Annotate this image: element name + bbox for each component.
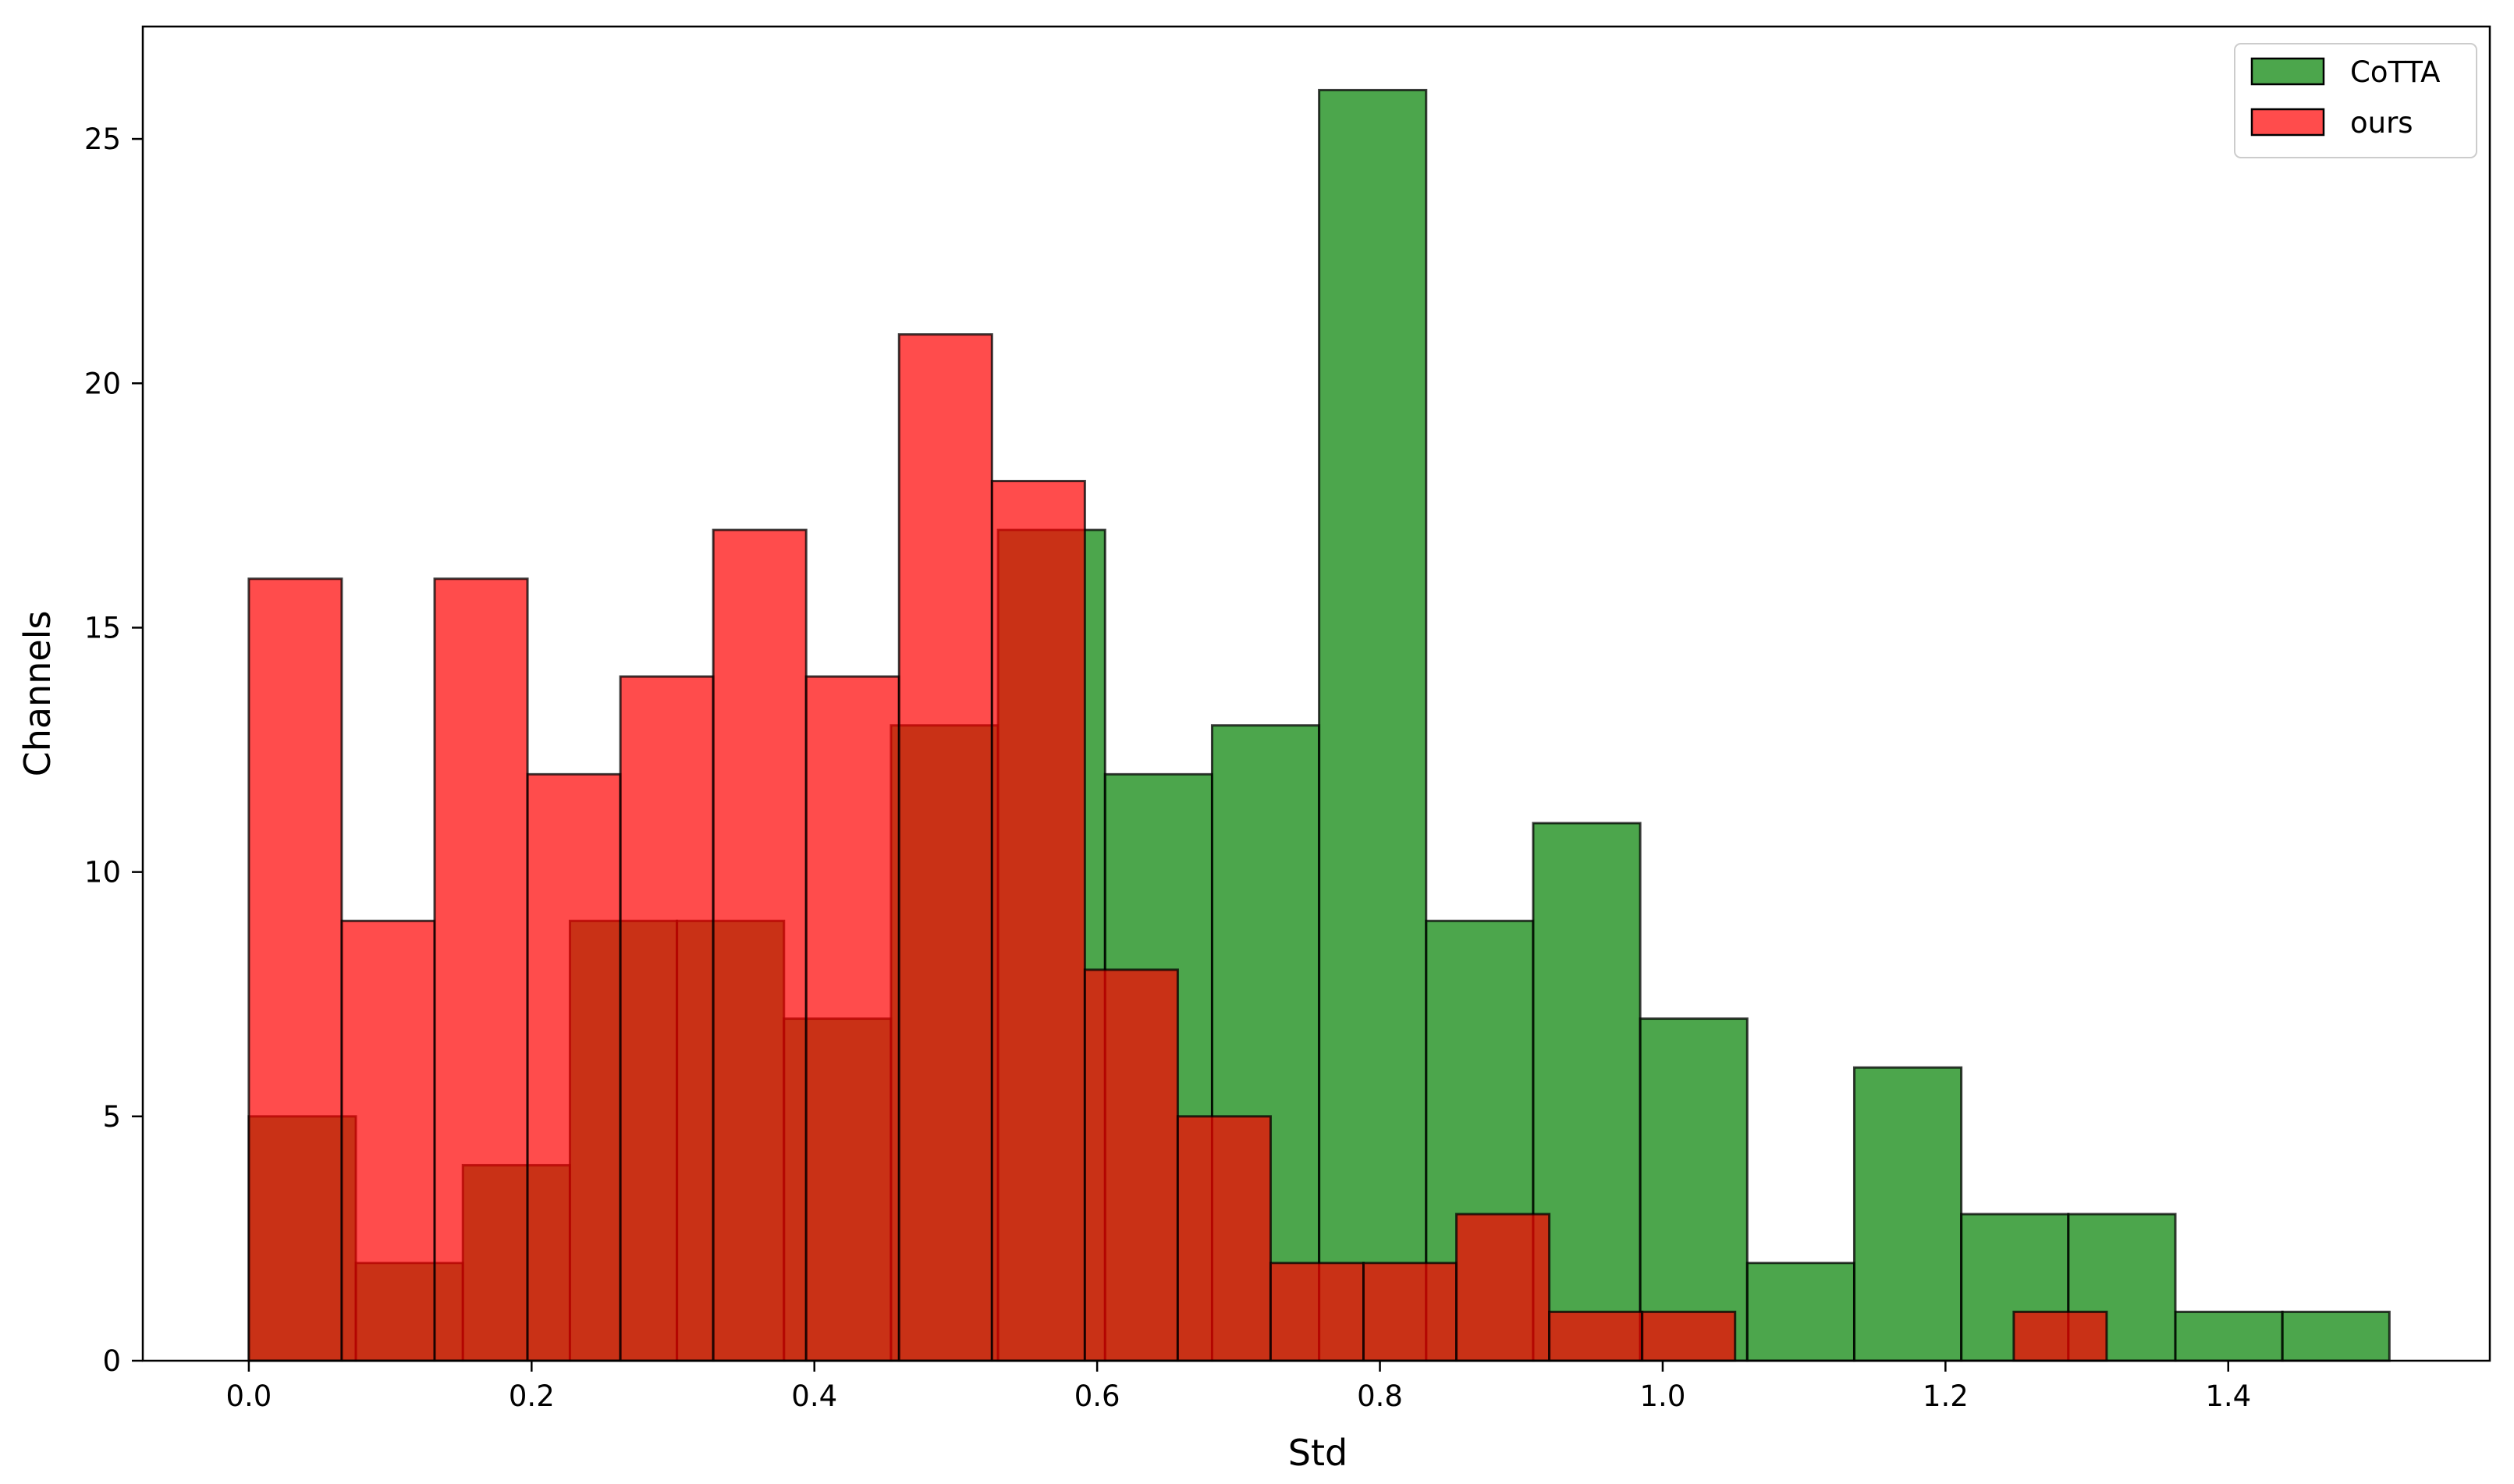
y-axis: 0 5 10 15 20 25 [84, 122, 143, 1378]
bar [804, 675, 900, 1362]
y-tick-label: 0 [102, 1344, 121, 1378]
bar [2012, 1310, 2108, 1362]
bar [2174, 1310, 2284, 1362]
bar [619, 675, 715, 1362]
x-tick-label: 1.4 [2205, 1379, 2251, 1413]
bar [990, 480, 1086, 1362]
bar [1532, 822, 1642, 1362]
x-tick-label: 0.2 [509, 1379, 555, 1413]
y-tick-label: 10 [84, 856, 121, 889]
y-tick-label: 5 [102, 1100, 121, 1134]
bar [1455, 1212, 1551, 1362]
legend-label-ours: ours [2350, 106, 2413, 140]
bar [526, 772, 622, 1362]
bar [1176, 1115, 1272, 1362]
legend: CoTTA ours [2234, 43, 2477, 158]
x-tick-label: 0.8 [1357, 1379, 1403, 1413]
bar [433, 577, 529, 1362]
plot-frame [141, 25, 2491, 1362]
y-tick-label: 25 [84, 122, 121, 156]
bar [1269, 1262, 1365, 1362]
bar [1852, 1066, 1963, 1362]
x-tick-label: 1.2 [1923, 1379, 1969, 1413]
bar [897, 333, 993, 1362]
legend-swatch-cotta [2250, 57, 2325, 86]
legend-swatch-ours [2250, 108, 2325, 137]
y-tick-label: 20 [84, 367, 121, 400]
bar [1745, 1262, 1855, 1362]
bar [1083, 968, 1179, 1362]
y-axis-label: Channels [16, 611, 59, 777]
bars-layer [247, 88, 2391, 1362]
bar [1639, 1017, 1749, 1362]
y-tick-label: 15 [84, 611, 121, 644]
bar [1362, 1262, 1458, 1362]
x-tick-label: 1.0 [1640, 1379, 1686, 1413]
bar [1318, 88, 1428, 1362]
bar [340, 919, 436, 1362]
x-axis: 0.0 0.2 0.4 0.6 0.8 1.0 1.2 1.4 [225, 1361, 2251, 1413]
x-axis-label: Std [1288, 1432, 1348, 1474]
series-ours [247, 333, 2108, 1362]
bar [2281, 1310, 2391, 1362]
x-tick-label: 0.0 [225, 1379, 272, 1413]
bar [712, 528, 808, 1362]
bar [247, 577, 343, 1362]
x-tick-label: 0.6 [1074, 1379, 1120, 1413]
legend-label-cotta: CoTTA [2350, 55, 2440, 89]
x-tick-label: 0.4 [791, 1379, 837, 1413]
bar [1641, 1310, 1737, 1362]
bar [1548, 1310, 1644, 1362]
